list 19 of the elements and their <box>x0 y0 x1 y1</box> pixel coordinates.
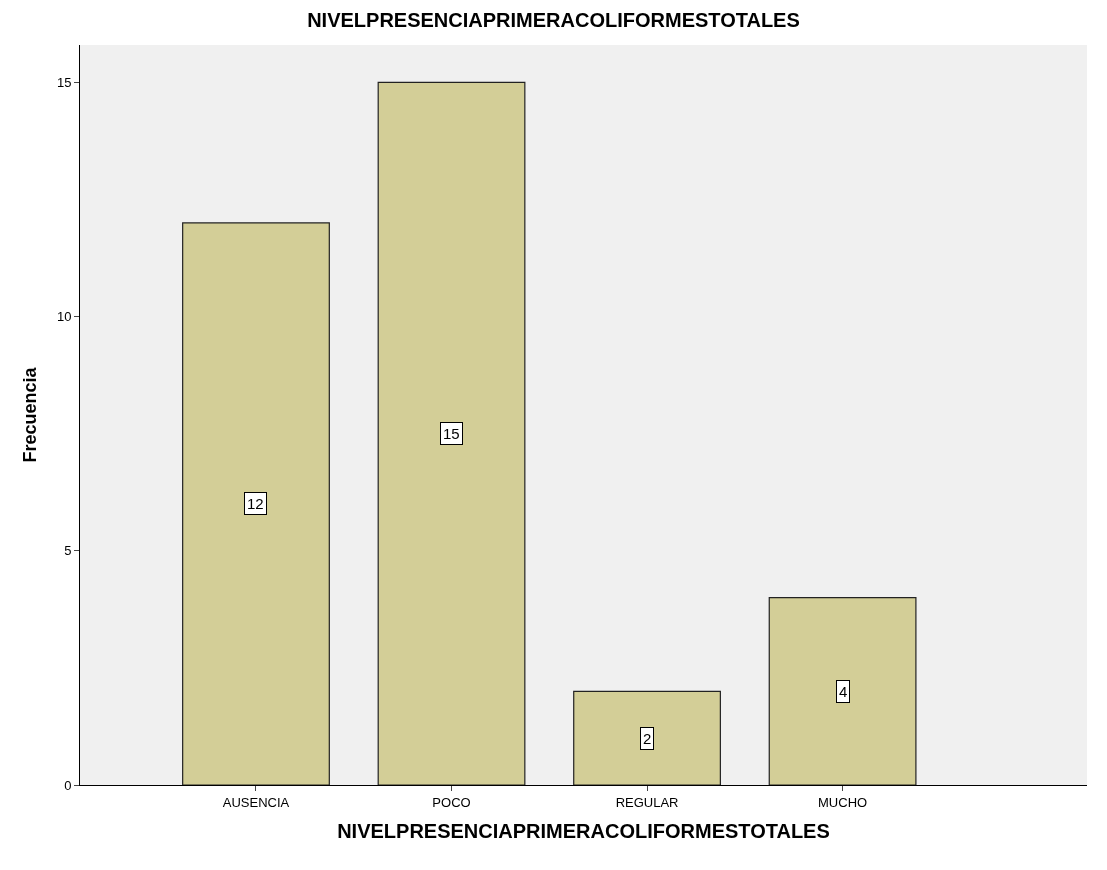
y-tick-label: 5 <box>64 543 72 559</box>
x-tick-label: REGULAR <box>615 794 679 810</box>
data-label: 2 <box>643 730 652 747</box>
chart-title: NIVELPRESENCIAPRIMERACOLIFORMESTOTALES <box>307 9 800 32</box>
bar <box>182 222 330 785</box>
y-tick-label: 10 <box>56 309 72 325</box>
data-label: 15 <box>443 425 460 442</box>
x-axis-title: NIVELPRESENCIAPRIMERACOLIFORMESTOTALES <box>337 820 830 843</box>
bar <box>377 81 526 785</box>
x-tick-label: AUSENCIA <box>222 794 290 810</box>
data-label: 4 <box>839 683 848 700</box>
y-tick-label: 15 <box>56 75 72 91</box>
bar <box>573 690 721 785</box>
y-tick-label: 0 <box>64 777 72 793</box>
bar <box>768 597 917 785</box>
y-axis-title: Frecuencia <box>20 366 41 463</box>
x-tick-label: MUCHO <box>818 794 868 810</box>
x-tick-label: POCO <box>432 794 471 810</box>
data-label: 12 <box>247 495 264 512</box>
